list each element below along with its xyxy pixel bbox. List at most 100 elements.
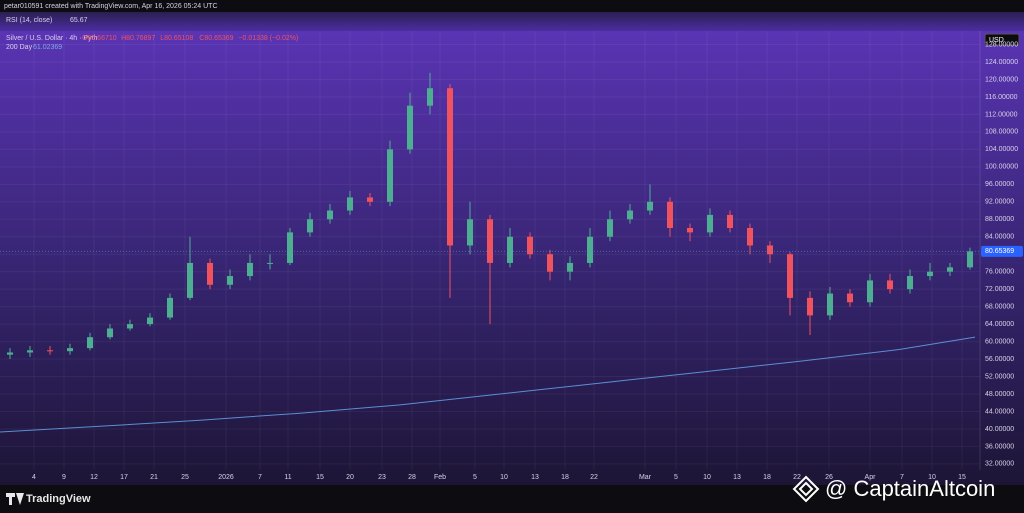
candle-body [367,197,373,202]
y-tick-label: 72.00000 [985,286,1014,293]
x-tick-label: 17 [120,474,128,481]
x-tick-label: 5 [674,474,678,481]
candle-body [307,219,313,233]
candle-body [927,271,933,277]
y-tick-label: 120.00000 [985,76,1018,83]
candle-body [947,267,953,272]
candle-body [147,317,153,325]
y-tick-label: 100.00000 [985,164,1018,171]
candle-body [467,219,473,246]
candle-body [547,254,553,272]
y-tick-label: 116.00000 [985,94,1018,101]
indicator-value: 65.67 [70,17,88,24]
legend-ohlc: L80.65108 [160,35,193,42]
y-tick-label: 88.00000 [985,216,1014,223]
candles [7,72,973,360]
brand: TradingView [26,493,91,505]
candle-body [607,219,613,237]
header-bar [0,0,1024,12]
candle-body [347,197,353,211]
y-tick-label: 44.00000 [985,408,1014,415]
candle-body [587,236,593,263]
candle-body [447,88,453,246]
y-tick-label: 64.00000 [985,321,1014,328]
candle-body [567,262,573,272]
candle-body [27,350,33,353]
y-tick-label: 52.00000 [985,373,1014,380]
x-tick-label: 22 [793,474,801,481]
legend: Silver / U.S. Dollar · 4h · Pyth 200 Day… [6,35,98,51]
ma-line [0,336,976,433]
x-tick-label: 15 [958,474,966,481]
candle-body [47,350,53,352]
x-tick-label: 18 [561,474,569,481]
x-tick-label: 7 [258,474,262,481]
y-tick-label: 36.00000 [985,443,1014,450]
y-tick-label: 68.00000 [985,303,1014,310]
legend-ohlc: −0.01338 (−0.02%) [238,35,298,42]
candle-body [667,201,673,229]
candle-body [627,210,633,220]
candle-body [87,337,93,349]
y-tick-label: 128.00000 [985,41,1018,48]
candle-body [167,297,173,318]
candle-body [747,228,753,246]
legend-series: Silver / U.S. Dollar · 4h · Pyth [6,35,98,42]
x-tick-label: 23 [378,474,386,481]
candle-body [847,293,853,303]
x-tick-label: 22 [590,474,598,481]
candle-body [267,262,273,264]
candle-body [727,214,733,229]
currency-box [984,33,1020,46]
candle-body [807,297,813,316]
x-tick-label: 21 [150,474,158,481]
candle-body [407,105,413,150]
legend-ohlc: O80.66710 [82,35,117,42]
x-tick-label: Apr [865,474,877,481]
x-tick-label: 25 [181,474,189,481]
x-tick-label: Mar [639,474,652,481]
x-tick-label: 28 [408,474,416,481]
x-tick-label: 26 [825,474,833,481]
y-tick-label: 60.00000 [985,338,1014,345]
candle-body [687,228,693,233]
price-label: 80.65369 [985,248,1014,255]
rsi-panel [0,12,1024,31]
legend-value: 61.02369 [33,44,62,51]
candle-body [507,236,513,263]
x-tick-label: 9 [62,474,66,481]
x-tick-label: 4 [32,474,36,481]
y-tick-label: 104.00000 [985,146,1018,153]
x-tick-label: 11 [284,474,291,481]
x-tick-label: 10 [500,474,508,481]
candle-body [227,276,233,285]
x-tick-label: 18 [763,474,771,481]
y-tick-label: 40.00000 [985,426,1014,433]
y-tick-label: 48.00000 [985,391,1014,398]
footer-bar [0,485,1024,513]
price-label-box [981,245,1023,257]
y-tick-label: 84.00000 [985,234,1014,241]
candle-body [247,262,253,277]
candle-body [767,245,773,255]
candle-body [127,324,133,329]
candle-body [287,232,293,263]
watermark-logo: @ CaptainAltcoin [792,475,995,503]
candle-body [187,262,193,298]
candle-body [787,254,793,298]
x-tick-label: 7 [900,474,904,481]
candle-body [327,210,333,220]
x-tick-label: 10 [703,474,711,481]
candle-body [67,348,73,352]
x-tick-label: 20 [346,474,354,481]
watermark: @ CaptainAltcoin [825,476,995,501]
candle-body [487,219,493,263]
brand-logo: TradingView [6,493,91,505]
candle-body [707,214,713,233]
candle-body [887,280,893,290]
y-tick-label: 124.00000 [985,59,1018,66]
candle-body [867,280,873,303]
candle-body [827,293,833,316]
x-tick-label: Feb [434,474,446,481]
